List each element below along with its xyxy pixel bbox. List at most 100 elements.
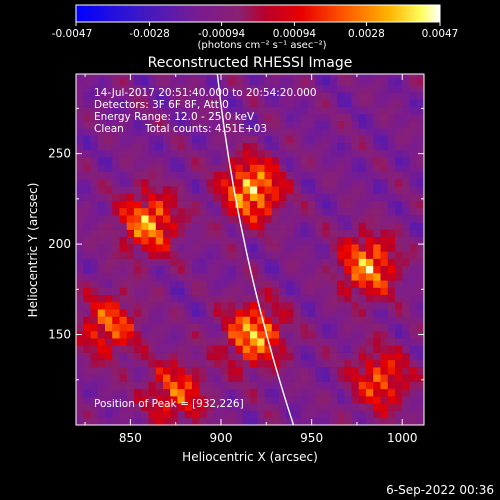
heatmap-cell [344, 77, 352, 86]
heatmap-cell [126, 352, 135, 361]
heatmap-cell [90, 215, 99, 223]
heatmap-cell [380, 106, 389, 115]
heatmap-cell [221, 396, 229, 404]
heatmap-cell [366, 309, 374, 317]
heatmap-cell [416, 345, 424, 353]
heatmap-cell [242, 352, 251, 361]
heatmap-cell [177, 330, 186, 339]
heatmap-cell [163, 106, 171, 115]
heatmap-cell [228, 135, 236, 144]
heatmap-cell [213, 164, 222, 172]
heatmap-cell [213, 294, 222, 303]
heatmap-cell [402, 171, 410, 180]
heatmap-cell [286, 135, 294, 144]
heatmap-cell [112, 74, 120, 78]
heatmap-cell [373, 171, 381, 180]
heatmap-cell [105, 200, 113, 209]
heatmap-cell [213, 374, 222, 382]
heatmap-cell [264, 207, 273, 216]
heatmap-cell [155, 215, 164, 223]
heatmap-cell [416, 396, 424, 404]
heatmap-cell [192, 92, 200, 100]
heatmap-cell [206, 316, 215, 324]
heatmap-cell [366, 200, 374, 209]
heatmap-cell [395, 367, 403, 375]
heatmap-cell [192, 294, 200, 303]
heatmap-cell [83, 222, 91, 230]
heatmap-cell [387, 135, 396, 144]
heatmap-cell [184, 381, 193, 390]
heatmap-cell [286, 258, 294, 267]
heatmap-cell [293, 121, 302, 129]
heatmap-cell [271, 410, 280, 419]
heatmap-cell [402, 403, 410, 411]
heatmap-cell [112, 200, 120, 209]
heatmap-cell [271, 186, 280, 194]
heatmap-cell [192, 367, 200, 375]
heatmap-cell [329, 258, 338, 267]
heatmap-cell [192, 207, 200, 216]
heatmap-cell [358, 149, 367, 158]
heatmap-cell [264, 273, 273, 281]
heatmap-cell [387, 222, 396, 230]
heatmap-cell [170, 374, 178, 382]
heatmap-cell [322, 128, 331, 136]
heatmap-cell [119, 171, 128, 180]
heatmap-cell [402, 316, 410, 324]
heatmap-cell [206, 215, 215, 223]
heatmap-cell [221, 113, 229, 122]
heatmap-cell [155, 410, 164, 419]
heatmap-cell [83, 258, 91, 267]
heatmap-cell [380, 157, 389, 165]
heatmap-cell [148, 345, 157, 353]
heatmap-cell [380, 330, 389, 339]
heatmap-cell [351, 244, 360, 252]
heatmap-cell [83, 77, 91, 86]
heatmap-cell [264, 99, 273, 107]
heatmap-cell [105, 273, 113, 281]
heatmap-cell [358, 403, 367, 411]
heatmap-cell [279, 178, 287, 187]
heatmap-cell [221, 77, 229, 86]
heatmap-cell [242, 135, 251, 144]
heatmap-cell [126, 244, 135, 252]
heatmap-cell [308, 106, 316, 115]
heatmap-cell [395, 345, 403, 353]
heatmap-cell [351, 135, 360, 144]
heatmap-cell [250, 294, 258, 303]
heatmap-cell [308, 374, 316, 382]
heatmap-cell [170, 171, 178, 180]
heatmap-cell [366, 352, 374, 361]
heatmap-cell [286, 388, 294, 397]
heatmap-cell [112, 99, 120, 107]
heatmap-cell [105, 345, 113, 353]
heatmap-cell [228, 403, 236, 411]
heatmap-cell [380, 215, 389, 223]
heatmap-cell [163, 186, 171, 194]
heatmap-cell [264, 330, 273, 339]
heatmap-cell [358, 374, 367, 382]
heatmap-cell [308, 301, 316, 310]
heatmap-cell [228, 396, 236, 404]
heatmap-cell [329, 374, 338, 382]
heatmap-cell [300, 200, 309, 209]
heatmap-cell [380, 359, 389, 368]
heatmap-cell [134, 135, 142, 144]
heatmap-cell [170, 222, 178, 230]
heatmap-cell [242, 410, 251, 419]
heatmap-cell [228, 309, 236, 317]
heatmap-cell [329, 193, 338, 201]
heatmap-cell [395, 113, 403, 122]
heatmap-cell [358, 301, 367, 310]
heatmap-cell [221, 388, 229, 397]
heatmap-cell [322, 215, 331, 223]
heatmap-cell [308, 287, 316, 296]
heatmap-cell [250, 352, 258, 361]
heatmap-cell [177, 280, 186, 288]
heatmap-cell [402, 396, 410, 404]
heatmap-cell [177, 265, 186, 274]
heatmap-cell [134, 251, 142, 259]
heatmap-cell [221, 135, 229, 144]
heatmap-cell [344, 106, 352, 115]
heatmap-cell [315, 265, 323, 274]
